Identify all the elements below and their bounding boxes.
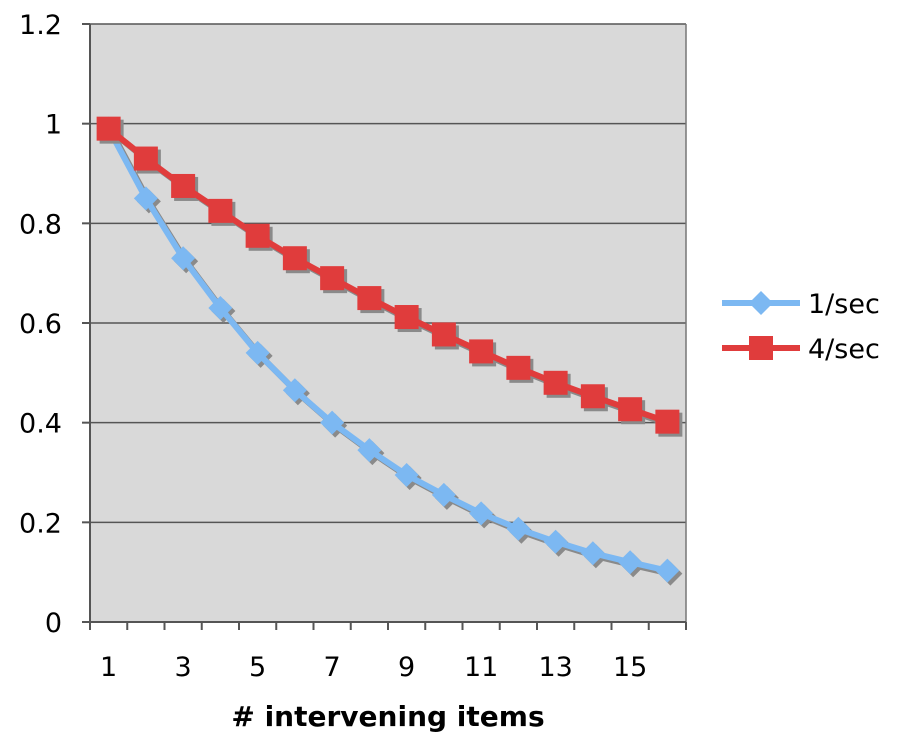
data-point [431, 322, 456, 347]
x-tick-label: 3 [175, 652, 192, 683]
x-tick-label: 1 [100, 652, 117, 683]
data-point [543, 529, 568, 554]
x-tick-label: 5 [249, 652, 266, 683]
data-point [543, 370, 568, 395]
legend-item: 4/sec [722, 334, 880, 365]
data-point [394, 305, 419, 330]
y-tick-label: 0.2 [19, 508, 62, 539]
data-point [245, 340, 270, 365]
y-tick-label: 1.2 [19, 10, 62, 41]
data-point [171, 246, 196, 271]
data-point [171, 173, 196, 198]
x-tick-label: 7 [324, 652, 341, 683]
data-point [282, 246, 307, 271]
data-point [469, 501, 494, 526]
y-tick-label: 1 [45, 110, 62, 141]
x-tick-labels: 1 3 5 7 9 11 13 15 [100, 652, 647, 683]
y-tick-labels: 0 0.2 0.4 0.6 0.8 1 1.2 [19, 10, 62, 639]
data-point [208, 296, 233, 321]
x-tick-label: 13 [538, 652, 572, 683]
data-point [320, 266, 345, 291]
legend-item: 1/sec [722, 289, 880, 320]
data-point [506, 516, 531, 541]
data-point [357, 438, 382, 463]
data-point [469, 339, 494, 364]
legend: 1/sec 4/sec [722, 289, 880, 365]
axes [82, 23, 687, 630]
x-tick-label: 15 [613, 652, 647, 683]
data-point [580, 541, 605, 566]
legend-label: 1/sec [808, 289, 880, 320]
data-point [431, 482, 456, 507]
y-tick-label: 0.8 [19, 209, 62, 240]
series-square [96, 116, 683, 437]
data-point [133, 146, 158, 171]
data-point [245, 223, 270, 248]
gridlines [90, 23, 686, 524]
legend-swatch-marker [749, 336, 773, 360]
data-point [133, 186, 158, 211]
data-point [506, 355, 531, 380]
data-point [357, 286, 382, 311]
y-tick-label: 0 [45, 608, 62, 639]
data-point [618, 550, 643, 575]
y-tick-label: 0.6 [19, 309, 62, 340]
data-point [208, 198, 233, 223]
data-point [618, 397, 643, 422]
data-point [655, 409, 680, 434]
data-point [320, 410, 345, 435]
legend-swatch-marker [749, 291, 773, 315]
data-point [282, 378, 307, 403]
x-axis-title: # intervening items [231, 700, 544, 733]
series [96, 116, 683, 586]
legend-label: 4/sec [808, 334, 880, 365]
series-line [106, 126, 669, 425]
x-tick-label: 11 [464, 652, 498, 683]
data-point [394, 462, 419, 487]
y-tick-label: 0.4 [19, 409, 62, 440]
series-line [105, 127, 669, 574]
data-point [655, 558, 680, 583]
data-point [580, 384, 605, 409]
data-point [96, 116, 121, 141]
x-tick-label: 9 [398, 652, 415, 683]
